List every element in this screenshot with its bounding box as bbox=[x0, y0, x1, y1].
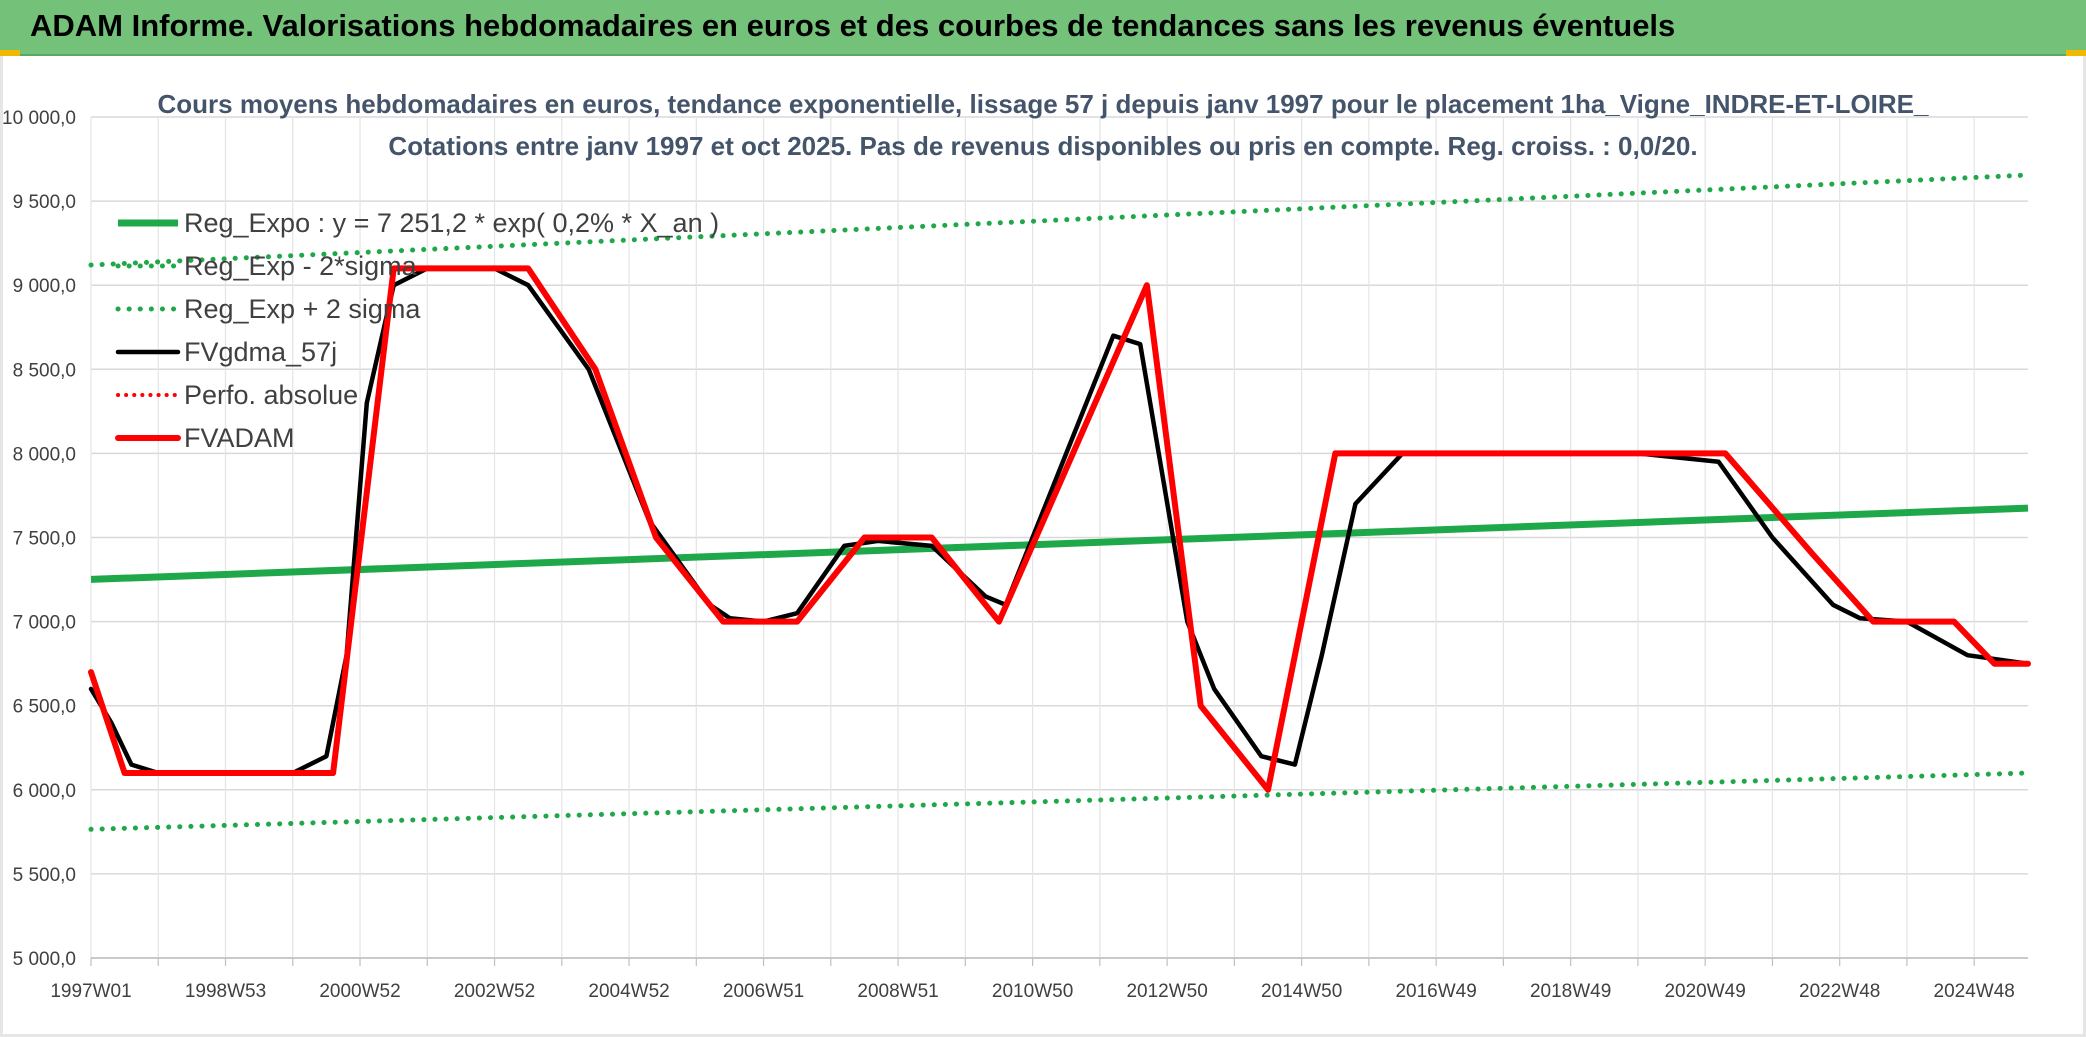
y-tick-label: 10 000,0 bbox=[2, 108, 76, 129]
y-tick-label: 9 000,0 bbox=[13, 276, 76, 297]
legend-label: FVgdma_57j bbox=[184, 337, 337, 367]
y-tick-label: 6 000,0 bbox=[13, 781, 76, 802]
x-tick-label: 2010W50 bbox=[992, 981, 1073, 1002]
x-tick-label: 2014W50 bbox=[1261, 981, 1342, 1002]
chart-title-line2: Cotations entre janv 1997 et oct 2025. P… bbox=[388, 131, 1697, 161]
reg-exp-plus-2sigma-line bbox=[88, 172, 2031, 268]
legend: Reg_Expo : y = 7 251,2 * exp( 0,2% * X_a… bbox=[115, 208, 719, 453]
x-tick-label: 2000W52 bbox=[319, 981, 400, 1002]
y-tick-label: 7 500,0 bbox=[13, 529, 76, 550]
legend-label: Perfo. absolue bbox=[184, 380, 358, 410]
legend-label: Reg_Exp - 2*sigma bbox=[184, 251, 418, 281]
legend-label: Reg_Exp + 2 sigma bbox=[184, 294, 421, 324]
x-tick-label: 2012W50 bbox=[1126, 981, 1207, 1002]
fvadam-line bbox=[88, 265, 2031, 793]
header-bar: ADAM Informe. Valorisations hebdomadaire… bbox=[0, 0, 2086, 56]
y-tick-label: 5 500,0 bbox=[13, 865, 76, 886]
y-tick-label: 9 500,0 bbox=[13, 192, 76, 213]
axis-labels: 5 000,0 5 500,0 6 000,0 6 500,0 7 000,0 7 500… bbox=[2, 108, 2015, 1002]
x-tick-label: 2016W49 bbox=[1395, 981, 1476, 1002]
grid-lines bbox=[90, 116, 2028, 966]
reg-exp-minus-2sigma-line bbox=[88, 770, 2031, 832]
y-tick-label: 8 500,0 bbox=[13, 360, 76, 381]
x-tick-label: 2024W48 bbox=[1934, 981, 2015, 1002]
y-tick-label: 6 500,0 bbox=[13, 697, 76, 718]
x-tick-label: 1997W01 bbox=[50, 981, 131, 1002]
x-tick-label: 2018W49 bbox=[1530, 981, 1611, 1002]
y-tick-label: 7 000,0 bbox=[13, 613, 76, 634]
x-tick-label: 2020W49 bbox=[1664, 981, 1745, 1002]
legend-label: FVADAM bbox=[184, 423, 295, 453]
series-lines bbox=[88, 172, 2031, 832]
x-tick-label: 1998W53 bbox=[185, 981, 266, 1002]
x-tick-label: 2006W51 bbox=[723, 981, 804, 1002]
x-tick-label: 2002W52 bbox=[454, 981, 535, 1002]
header-title: ADAM Informe. Valorisations hebdomadaire… bbox=[30, 8, 1676, 43]
x-tick-label: 2008W51 bbox=[857, 981, 938, 1002]
reg-expo-line bbox=[90, 504, 2029, 583]
x-tick-label: 2022W48 bbox=[1799, 981, 1880, 1002]
y-tick-label: 8 000,0 bbox=[13, 444, 76, 465]
legend-label: Reg_Expo : y = 7 251,2 * exp( 0,2% * X_a… bbox=[184, 208, 719, 238]
corner-mark-left bbox=[0, 50, 20, 56]
y-tick-label: 5 000,0 bbox=[13, 949, 76, 970]
chart-title-line1: Cours moyens hebdomadaires en euros, ten… bbox=[158, 89, 1930, 119]
corner-mark-right bbox=[2066, 50, 2086, 56]
x-tick-label: 2004W52 bbox=[588, 981, 669, 1002]
